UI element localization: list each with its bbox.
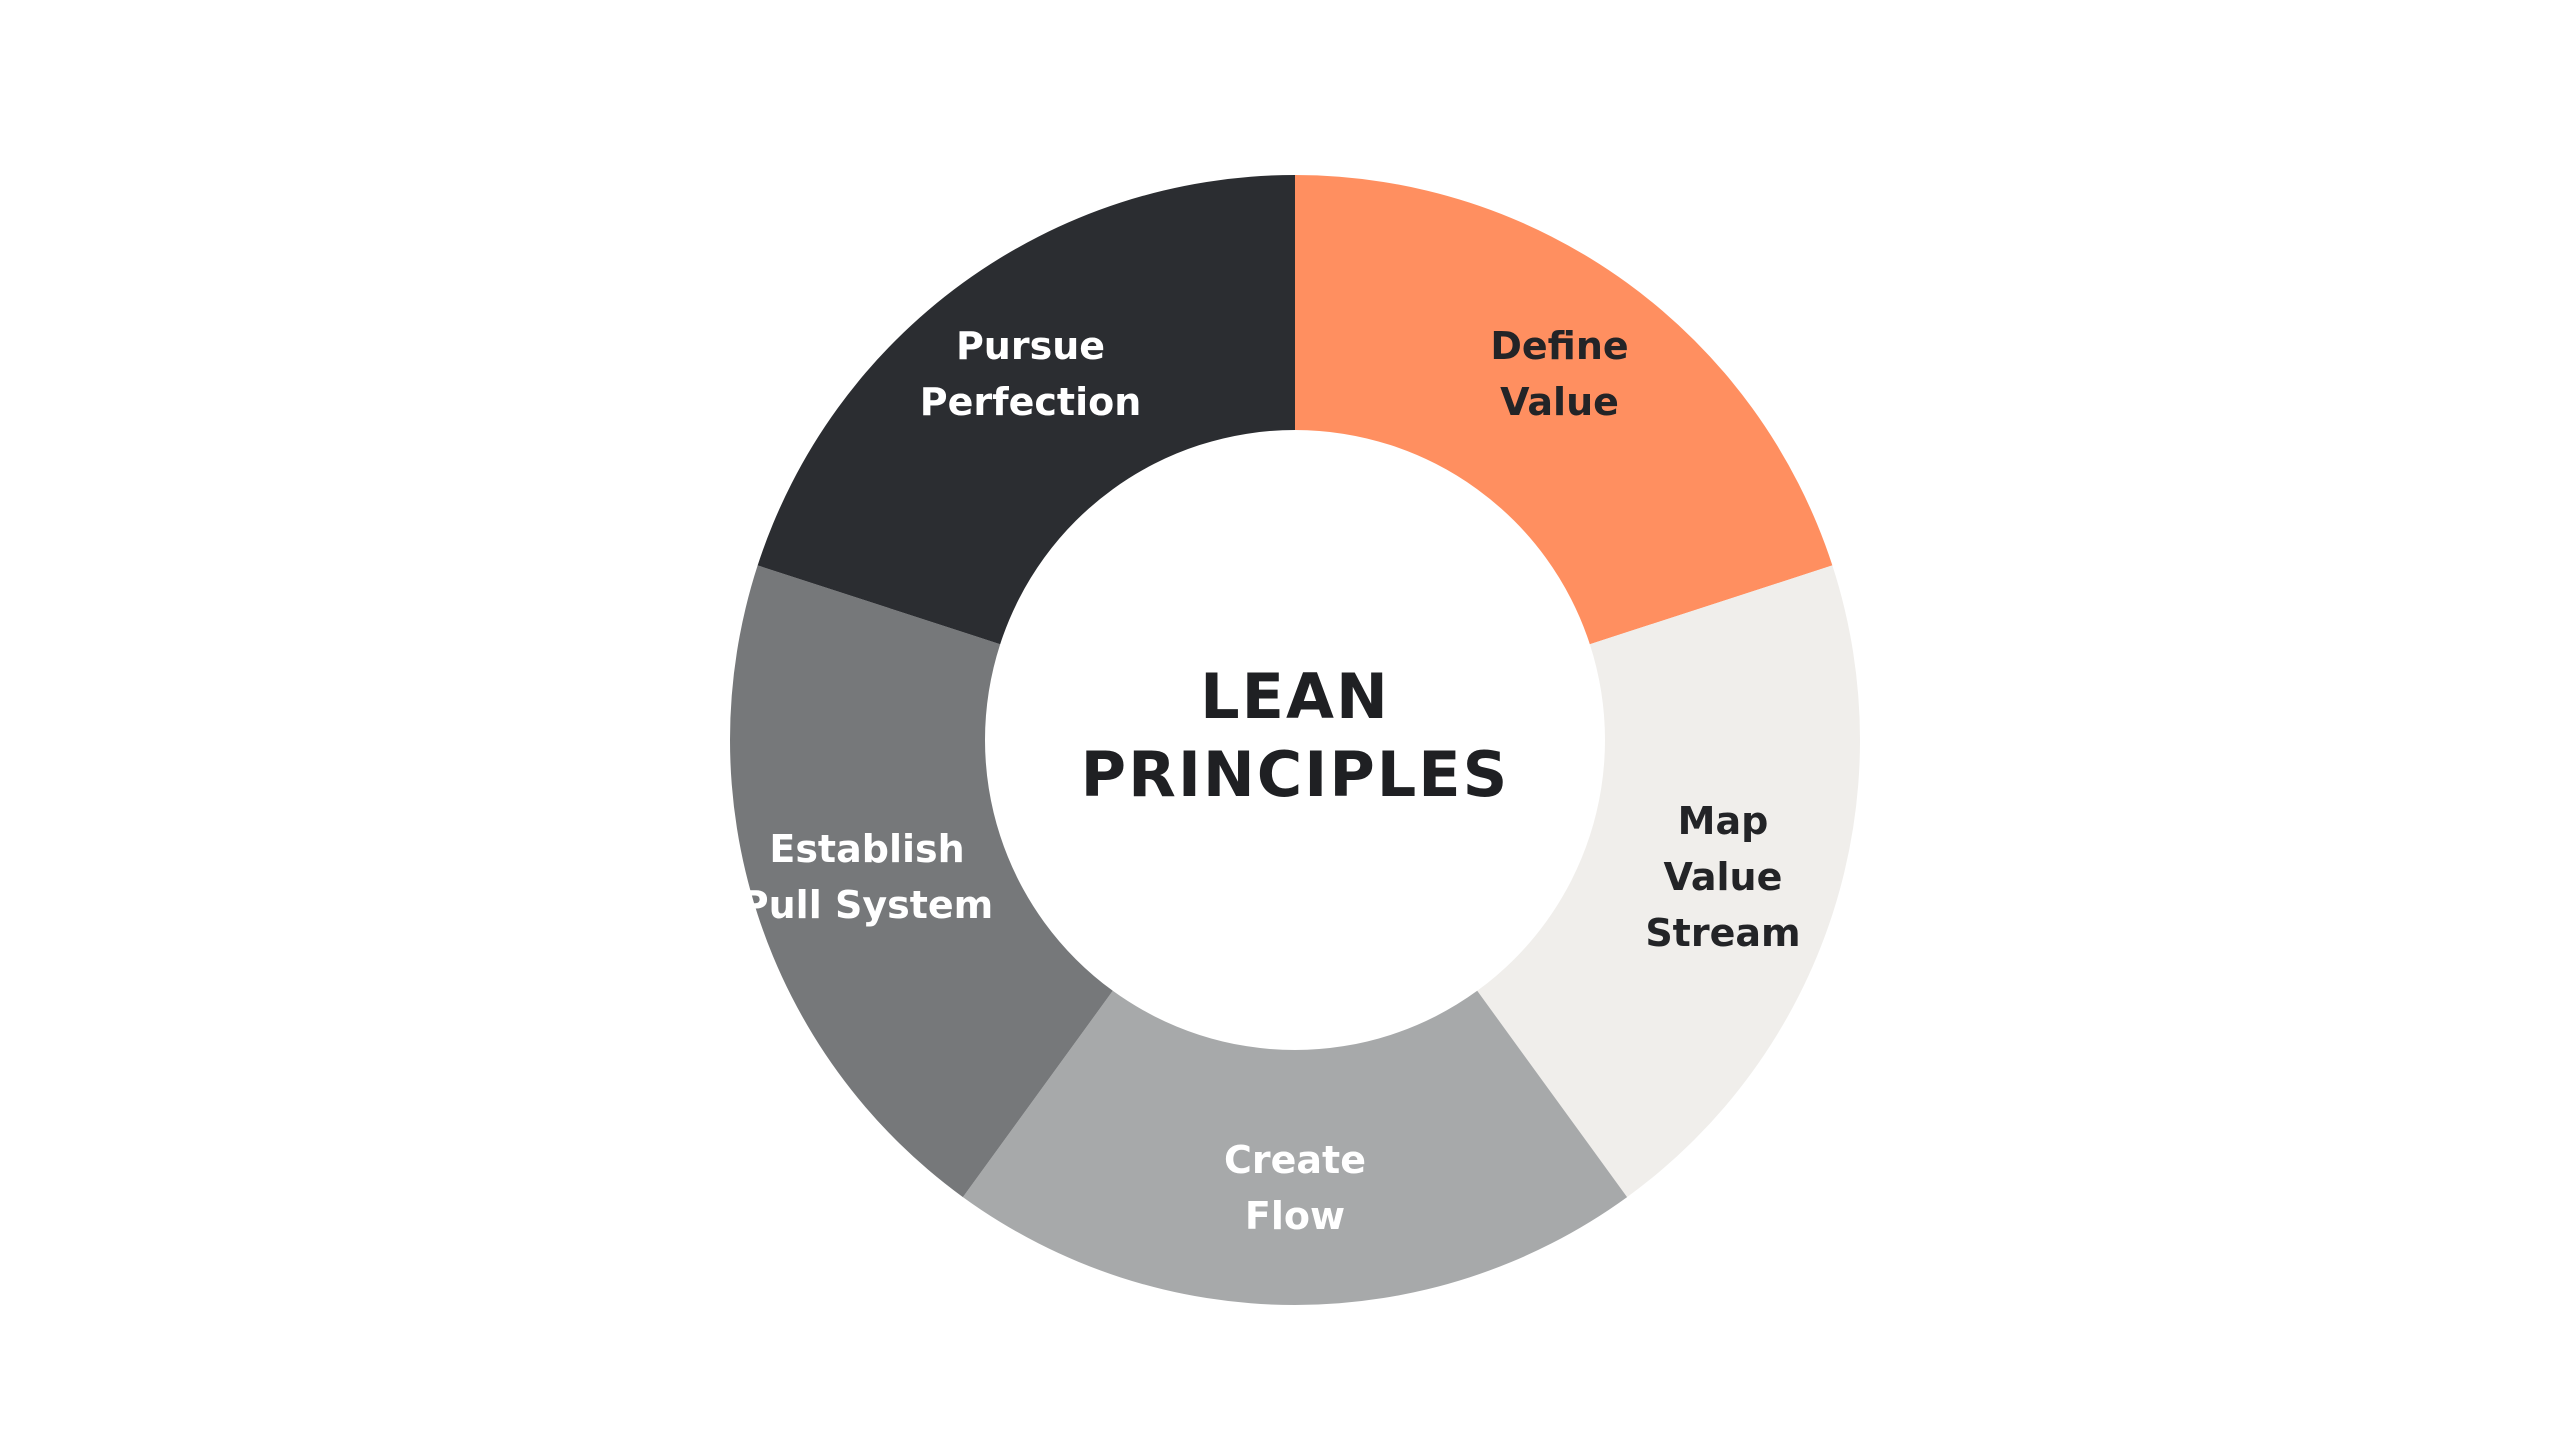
segment-label-line: Define bbox=[1490, 323, 1628, 367]
center-title-line: LEAN bbox=[1200, 660, 1390, 733]
segment-label-map-value-stream: Map Value Stream bbox=[1645, 799, 1800, 955]
segment-label-line: Value bbox=[1500, 379, 1619, 423]
segment-label-line: Map bbox=[1678, 799, 1769, 843]
segment-label-line: Flow bbox=[1245, 1194, 1345, 1238]
segment-label-line: Pull System bbox=[741, 883, 993, 927]
segment-label-line: Value bbox=[1664, 855, 1783, 899]
segment-label-line: Stream bbox=[1645, 911, 1800, 955]
segment-label-line: Perfection bbox=[920, 379, 1142, 423]
center-title-text: LEAN PRINCIPLES bbox=[1081, 660, 1510, 811]
segment-define-value bbox=[1295, 175, 1833, 645]
segment-label-pursue-perfection: Pursue Perfection bbox=[920, 323, 1142, 423]
segment-label-establish-pull-system: Establish Pull System bbox=[741, 827, 993, 927]
segment-label-line: Pursue bbox=[956, 323, 1105, 367]
segment-pursue-perfection bbox=[757, 175, 1295, 645]
segment-map-value-stream bbox=[1477, 565, 1860, 1198]
center-title: LEAN PRINCIPLES bbox=[1081, 660, 1510, 811]
segment-establish-pull-system bbox=[729, 565, 1113, 1198]
segment-create-flow bbox=[962, 990, 1628, 1305]
center-title-line: PRINCIPLES bbox=[1081, 738, 1510, 811]
segment-label-define-value: Define Value bbox=[1490, 323, 1628, 423]
segment-label-line: Establish bbox=[769, 827, 964, 871]
segment-label-line: Create bbox=[1224, 1138, 1366, 1182]
segments-layer bbox=[729, 175, 1860, 1305]
segment-label-create-flow: Create Flow bbox=[1224, 1138, 1366, 1238]
segment-labels-layer: Define Value Map Value Stream Create Flow Estab… bbox=[741, 323, 1801, 1237]
